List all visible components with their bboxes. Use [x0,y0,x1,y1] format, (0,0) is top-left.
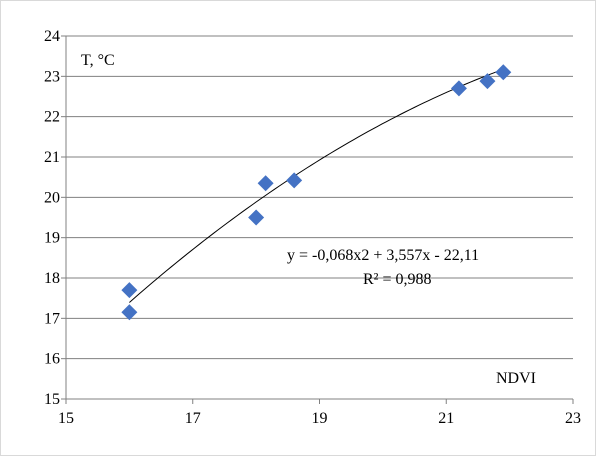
axis-layer [61,35,574,404]
y-tick-label: 21 [44,149,60,166]
points-layer [121,64,512,321]
y-tick-label: 24 [44,28,60,45]
tick-layer: 15 16 17 18 19 20 21 22 23 24 15 17 19 21 23 [44,28,581,427]
y-tick-label: 22 [44,109,60,126]
grid-layer [66,35,573,360]
x-tick-label: 17 [185,410,201,427]
y-tick-label: 17 [44,310,60,327]
x-tick-label: 15 [58,410,74,427]
data-point [121,304,138,321]
x-axis-label: NDVI [496,370,536,387]
y-tick-label: 18 [44,270,60,287]
data-point [257,175,274,192]
trendline-equation: y = -0,068x2 + 3,557x - 22,11 [287,247,479,264]
y-axis-label: T, °C [81,52,115,69]
x-tick-label: 19 [312,410,328,427]
data-point [121,282,138,299]
trendline [129,68,504,303]
x-tick-label: 23 [565,410,581,427]
x-tick-label: 21 [438,410,454,427]
data-point [479,73,496,90]
trendline-r2: R² = 0,988 [363,271,432,288]
y-tick-label: 20 [44,189,60,206]
data-point [495,64,512,81]
data-point [286,172,303,189]
y-tick-label: 23 [44,68,60,85]
data-point [248,209,265,226]
y-tick-label: 16 [44,351,60,368]
y-tick-label: 19 [44,230,60,247]
data-point [450,80,467,97]
y-tick-label: 15 [44,391,60,408]
